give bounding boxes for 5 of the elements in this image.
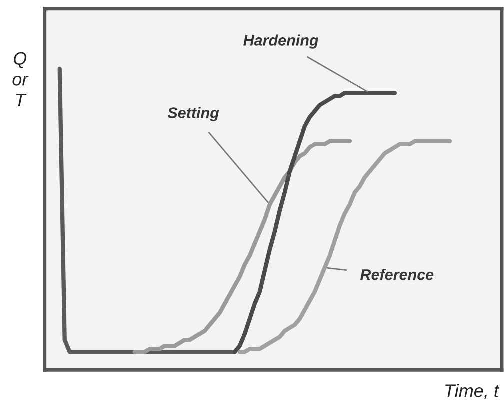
- text: Setting: [168, 107, 220, 122]
- text: Hardening: [244, 34, 319, 49]
- x-axis-title: Time, t: [446, 384, 500, 400]
- y-axis-title: Q or T: [12, 52, 29, 106]
- text: Reference: [360, 269, 434, 280]
